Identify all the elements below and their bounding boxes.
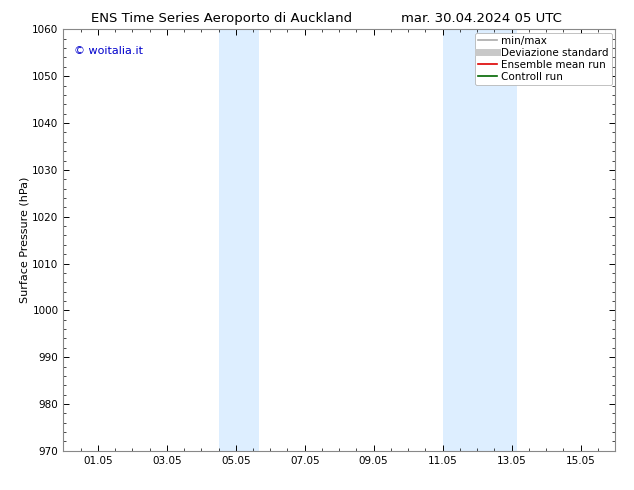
Y-axis label: Surface Pressure (hPa): Surface Pressure (hPa) bbox=[20, 177, 30, 303]
Bar bbox=[219, 29, 259, 451]
Text: ENS Time Series Aeroporto di Auckland: ENS Time Series Aeroporto di Auckland bbox=[91, 12, 353, 25]
Bar bbox=[443, 29, 517, 451]
Text: mar. 30.04.2024 05 UTC: mar. 30.04.2024 05 UTC bbox=[401, 12, 562, 25]
Text: © woitalia.it: © woitalia.it bbox=[74, 46, 143, 56]
Legend: min/max, Deviazione standard, Ensemble mean run, Controll run: min/max, Deviazione standard, Ensemble m… bbox=[476, 32, 612, 85]
